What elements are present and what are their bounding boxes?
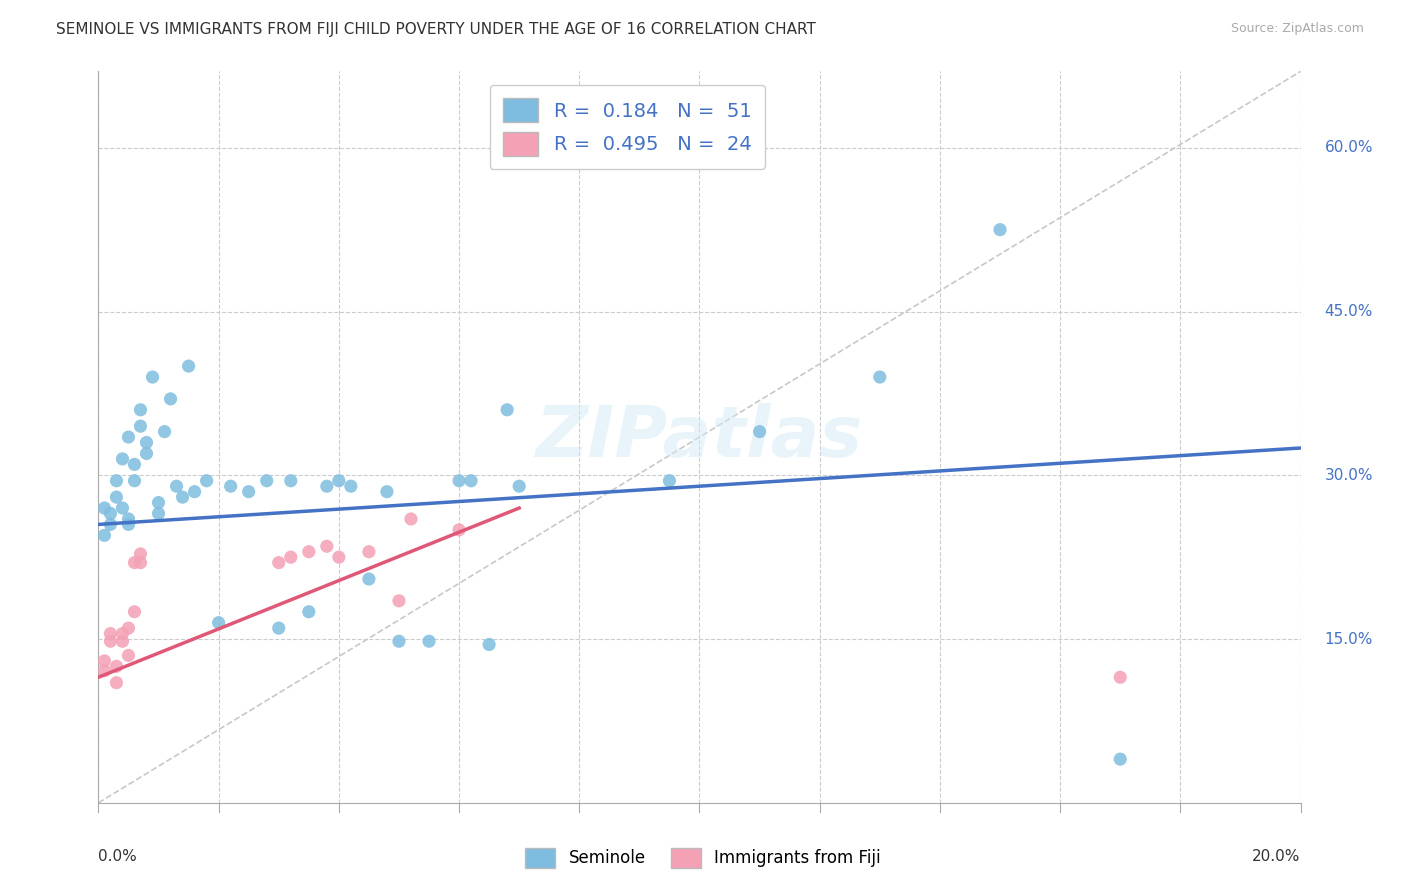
- Point: [93, 654, 115, 668]
- Point: [129, 547, 152, 561]
- Point: [129, 419, 152, 434]
- Point: [357, 572, 380, 586]
- Text: SEMINOLE VS IMMIGRANTS FROM FIJI CHILD POVERTY UNDER THE AGE OF 16 CORRELATION C: SEMINOLE VS IMMIGRANTS FROM FIJI CHILD P…: [56, 22, 815, 37]
- Text: 30.0%: 30.0%: [1324, 467, 1374, 483]
- Point: [478, 638, 501, 652]
- Point: [111, 634, 134, 648]
- Text: 20.0%: 20.0%: [1253, 848, 1301, 863]
- Point: [124, 474, 146, 488]
- Point: [124, 605, 146, 619]
- Point: [340, 479, 363, 493]
- Point: [135, 435, 157, 450]
- Point: [447, 523, 470, 537]
- Point: [129, 556, 152, 570]
- Point: [105, 490, 128, 504]
- Text: ZIPatlas: ZIPatlas: [536, 402, 863, 472]
- Point: [1109, 752, 1132, 766]
- Text: 0.0%: 0.0%: [98, 848, 138, 863]
- Point: [267, 621, 290, 635]
- Point: [869, 370, 891, 384]
- Point: [141, 370, 163, 384]
- Point: [117, 512, 139, 526]
- Point: [357, 545, 380, 559]
- Point: [256, 474, 278, 488]
- Point: [166, 479, 188, 493]
- Point: [388, 634, 411, 648]
- Text: 60.0%: 60.0%: [1324, 140, 1374, 155]
- Point: [328, 550, 350, 565]
- Point: [399, 512, 422, 526]
- Point: [280, 550, 302, 565]
- Point: [100, 507, 122, 521]
- Legend: Seminole, Immigrants from Fiji: Seminole, Immigrants from Fiji: [519, 841, 887, 875]
- Point: [100, 517, 122, 532]
- Point: [159, 392, 181, 406]
- Point: [658, 474, 681, 488]
- Point: [748, 425, 770, 439]
- Point: [388, 594, 411, 608]
- Point: [298, 545, 321, 559]
- Point: [508, 479, 530, 493]
- Point: [418, 634, 440, 648]
- Point: [1109, 670, 1132, 684]
- Text: 45.0%: 45.0%: [1324, 304, 1374, 319]
- Point: [105, 675, 128, 690]
- Point: [328, 474, 350, 488]
- Point: [195, 474, 218, 488]
- Point: [183, 484, 205, 499]
- Point: [111, 451, 134, 466]
- Point: [124, 556, 146, 570]
- Point: [117, 621, 139, 635]
- Point: [93, 664, 115, 678]
- Point: [117, 648, 139, 663]
- Point: [460, 474, 482, 488]
- Point: [208, 615, 231, 630]
- Point: [148, 495, 170, 509]
- Point: [219, 479, 242, 493]
- Point: [988, 222, 1011, 236]
- Point: [100, 634, 122, 648]
- Point: [153, 425, 176, 439]
- Point: [447, 474, 470, 488]
- Point: [111, 626, 134, 640]
- Point: [135, 446, 157, 460]
- Point: [100, 626, 122, 640]
- Point: [93, 528, 115, 542]
- Point: [117, 430, 139, 444]
- Point: [111, 501, 134, 516]
- Point: [375, 484, 398, 499]
- Legend: R =  0.184   N =  51, R =  0.495   N =  24: R = 0.184 N = 51, R = 0.495 N = 24: [489, 85, 765, 169]
- Point: [315, 539, 337, 553]
- Point: [298, 605, 321, 619]
- Point: [105, 474, 128, 488]
- Point: [315, 479, 337, 493]
- Point: [148, 507, 170, 521]
- Point: [238, 484, 260, 499]
- Point: [267, 556, 290, 570]
- Point: [117, 517, 139, 532]
- Point: [172, 490, 194, 504]
- Text: 15.0%: 15.0%: [1324, 632, 1374, 647]
- Point: [280, 474, 302, 488]
- Point: [93, 501, 115, 516]
- Text: Source: ZipAtlas.com: Source: ZipAtlas.com: [1230, 22, 1364, 36]
- Point: [105, 659, 128, 673]
- Point: [124, 458, 146, 472]
- Point: [496, 402, 519, 417]
- Point: [177, 359, 200, 373]
- Point: [129, 402, 152, 417]
